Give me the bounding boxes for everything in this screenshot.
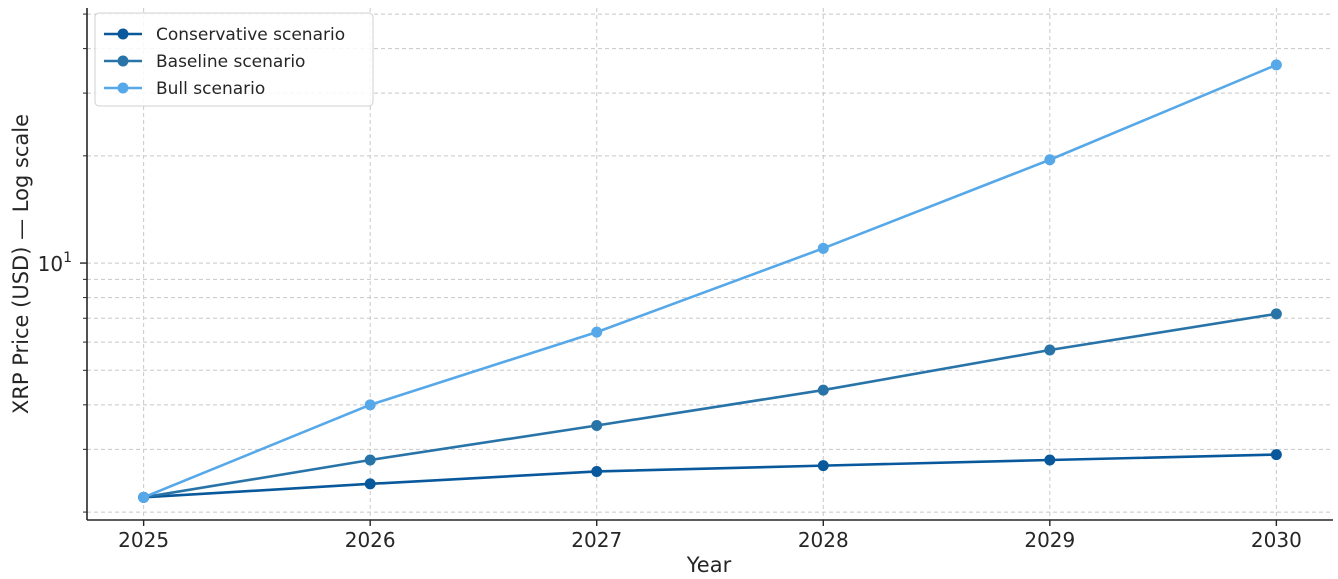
data-point	[364, 454, 376, 466]
y-tick-label: 101	[38, 250, 72, 276]
data-point	[591, 419, 603, 431]
data-point	[817, 384, 829, 396]
data-point	[138, 491, 150, 503]
x-axis-title: Year	[686, 553, 732, 577]
series	[138, 59, 1282, 503]
data-point	[364, 399, 376, 411]
x-ticks: 2025 2026 2027 2028 2029 2030	[118, 520, 1302, 552]
legend-label: Conservative scenario	[156, 25, 345, 45]
grid-lines	[87, 8, 1333, 520]
y-ticks: 101	[38, 13, 87, 513]
y-tick-base: 10	[38, 252, 63, 276]
data-point	[364, 478, 376, 490]
y-axis-title: XRP Price (USD) — Log scale	[9, 114, 33, 414]
series-line	[143, 63, 1277, 499]
legend: Conservative scenario Baseline scenario Bu…	[94, 12, 374, 107]
x-tick-label: 2027	[571, 528, 622, 552]
data-point	[1270, 59, 1282, 71]
data-point	[817, 460, 829, 472]
series-line	[143, 312, 1277, 499]
legend-label: Bull scenario	[156, 79, 265, 99]
x-tick-label: 2029	[1024, 528, 1075, 552]
data-point	[1270, 449, 1282, 461]
data-point	[591, 326, 603, 338]
y-tick-exponent: 1	[63, 250, 72, 266]
x-tick-label: 2026	[345, 528, 396, 552]
legend-swatch-marker	[117, 82, 129, 94]
data-point	[1270, 308, 1282, 320]
x-tick-label: 2028	[798, 528, 849, 552]
x-tick-label: 2030	[1251, 528, 1302, 552]
x-tick-label: 2025	[118, 528, 169, 552]
legend-swatch-marker	[117, 55, 129, 67]
series-line	[143, 453, 1277, 499]
legend-label: Baseline scenario	[156, 52, 305, 72]
data-point	[591, 465, 603, 477]
legend-swatch-marker	[117, 28, 129, 40]
data-point	[1044, 154, 1056, 166]
data-point	[1044, 344, 1056, 356]
legend-box	[94, 12, 374, 107]
data-point	[1044, 454, 1056, 466]
data-point	[817, 242, 829, 254]
